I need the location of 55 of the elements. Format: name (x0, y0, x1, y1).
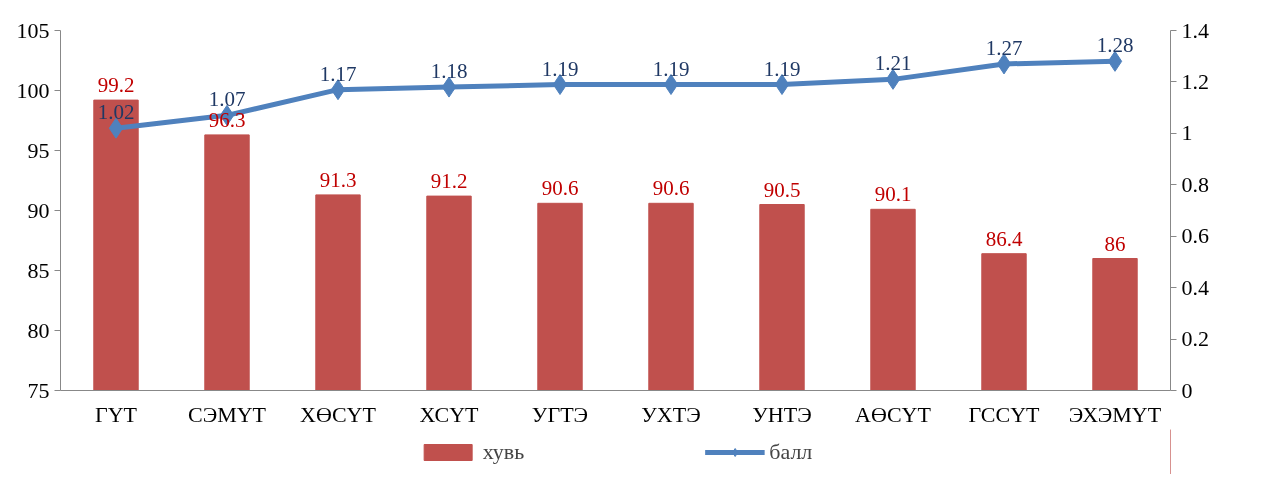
y2-tick-label: 0 (1181, 377, 1193, 403)
point (330, 79, 346, 101)
y-tick-label: 85 (27, 257, 50, 283)
legend-label: балл (769, 438, 813, 465)
y-tick-label: 90 (27, 197, 50, 223)
y2-tick-label: 1.2 (1181, 68, 1209, 94)
data-label: 1.18 (430, 59, 468, 84)
data-label: 91.2 (430, 169, 468, 194)
data-label: 99.2 (97, 73, 135, 98)
x-tick-label: УХТЭ (641, 401, 701, 427)
y2-tick-label: 0.6 (1181, 223, 1209, 249)
point (885, 68, 901, 90)
y-tick-label: 75 (27, 377, 50, 403)
x-tick-label: ГССҮТ (968, 401, 1041, 427)
y-tick-label: 95 (27, 137, 50, 163)
point (108, 117, 124, 139)
y2-tick-label: 1.4 (1181, 17, 1209, 43)
legend-label: хувь (482, 438, 525, 465)
y2-tick-label: 0.8 (1181, 171, 1209, 197)
y2-tick-label: 0.2 (1181, 326, 1209, 352)
x-tick-label: АӨСҮТ (855, 401, 932, 427)
data-label: 90.5 (763, 177, 801, 202)
x-tick-label: ХСҮТ (419, 401, 480, 427)
point (996, 53, 1012, 75)
data-label: 90.6 (541, 176, 579, 201)
point (1107, 50, 1123, 72)
data-label: 1.19 (763, 56, 801, 81)
data-label: 1.19 (541, 56, 579, 81)
y2-tick-label: 0.4 (1181, 274, 1209, 300)
data-label: 91.3 (319, 167, 357, 192)
y-tick-label: 105 (16, 17, 50, 43)
x-tick-label: УНТЭ (752, 401, 812, 427)
x-tick-label: СЭМҮТ (187, 401, 267, 427)
point (663, 74, 679, 95)
data-label: 90.1 (874, 182, 912, 207)
y-tick-label: 80 (27, 317, 50, 343)
data-label: 86 (1104, 231, 1126, 256)
y2-tick-label: 1 (1181, 120, 1193, 146)
x-tick-label: ГҮТ (94, 401, 138, 427)
data-label: 1.21 (874, 51, 912, 76)
data-label: 90.6 (652, 176, 690, 201)
data-label: 1.27 (985, 35, 1023, 60)
x-tick-label: УГТЭ (531, 401, 589, 427)
x-tick-label: ХӨСҮТ (300, 401, 377, 427)
y-tick-label: 100 (16, 77, 50, 103)
data-label: 1.07 (208, 87, 246, 112)
data-label: 1.19 (652, 56, 690, 81)
data-label: 1.28 (1096, 33, 1134, 58)
data-label: 1.02 (97, 100, 135, 125)
point (774, 74, 790, 95)
x-tick-label: ЭХЭМҮТ (1068, 401, 1162, 427)
point (552, 74, 568, 95)
data-label: 86.4 (985, 226, 1023, 251)
data-label: 1.17 (319, 61, 357, 86)
point (441, 76, 457, 98)
